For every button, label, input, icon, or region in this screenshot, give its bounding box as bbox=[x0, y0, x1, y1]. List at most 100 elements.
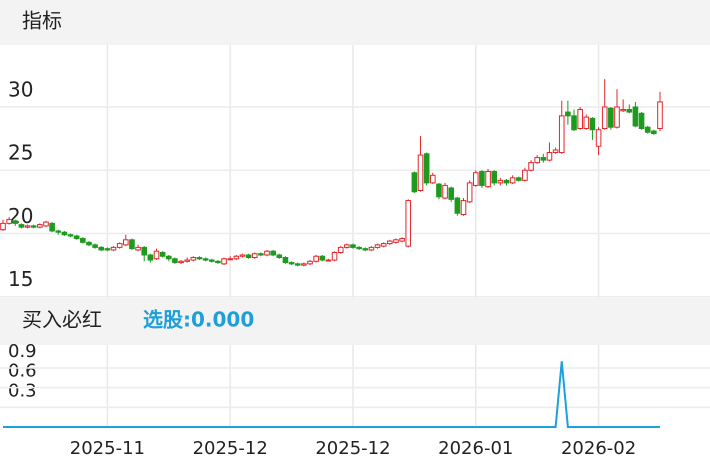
candle-body bbox=[301, 263, 307, 266]
candle-body bbox=[276, 254, 283, 259]
candle-body bbox=[221, 258, 227, 265]
candle-body bbox=[657, 101, 663, 129]
candle-body bbox=[141, 246, 148, 256]
y-tick-label: 0.3 bbox=[8, 380, 37, 401]
candle-body bbox=[522, 169, 528, 181]
candle-body bbox=[86, 241, 92, 246]
candle-body bbox=[251, 253, 258, 259]
header-bar bbox=[0, 0, 710, 45]
candle-body bbox=[479, 171, 485, 186]
candle-body bbox=[245, 254, 252, 259]
x-tick-label: 2025-12 bbox=[193, 438, 268, 459]
y-tick-label: 0.9 bbox=[8, 341, 37, 362]
candle-body bbox=[399, 238, 405, 242]
candle-body bbox=[215, 260, 221, 264]
candle-body bbox=[172, 258, 178, 264]
candle-body bbox=[565, 111, 571, 117]
candle-body bbox=[227, 258, 233, 261]
candle-body bbox=[552, 149, 559, 154]
candle-body bbox=[497, 179, 504, 184]
y-tick-label: 20 bbox=[8, 204, 33, 228]
candle-body bbox=[313, 255, 319, 262]
candle-body bbox=[129, 239, 135, 250]
candle-body bbox=[178, 260, 184, 264]
candle-body bbox=[528, 162, 534, 171]
candle-body bbox=[147, 254, 154, 261]
candle-body bbox=[344, 244, 350, 248]
candle-body bbox=[558, 115, 565, 154]
y-tick-label: 0.6 bbox=[8, 361, 37, 382]
candle-body bbox=[577, 109, 583, 129]
candle-body bbox=[448, 187, 455, 200]
candle-body bbox=[104, 248, 111, 251]
candle-body bbox=[546, 152, 553, 161]
candle-body bbox=[466, 182, 473, 203]
candle-body bbox=[258, 253, 264, 256]
candle-body bbox=[73, 235, 80, 240]
candle-body bbox=[67, 234, 74, 237]
candle-body bbox=[37, 224, 43, 228]
candle-body bbox=[331, 251, 338, 261]
candle-body bbox=[80, 238, 86, 243]
candle-body bbox=[608, 107, 614, 128]
candle-body bbox=[601, 106, 608, 129]
candle-body bbox=[472, 172, 479, 186]
line bbox=[3, 361, 660, 428]
candle-body bbox=[325, 259, 332, 262]
candle-body bbox=[61, 231, 68, 236]
candle-body bbox=[190, 257, 197, 261]
candle-body bbox=[165, 255, 172, 260]
candle-body bbox=[233, 255, 240, 260]
candle-body bbox=[380, 243, 387, 247]
candle-body bbox=[454, 197, 461, 214]
candle-body bbox=[294, 263, 301, 266]
candle-body bbox=[184, 259, 190, 262]
candle-body bbox=[356, 246, 362, 250]
candle-body bbox=[337, 246, 344, 253]
candle-body bbox=[491, 171, 497, 184]
candle-body bbox=[503, 179, 510, 184]
candle-body bbox=[571, 115, 577, 131]
candle-body bbox=[387, 240, 393, 245]
candle-body bbox=[362, 248, 369, 251]
candle-body bbox=[319, 255, 326, 261]
candle-body bbox=[202, 258, 209, 261]
candle-body bbox=[540, 157, 547, 161]
x-tick-label: 2026-01 bbox=[438, 438, 513, 459]
candle-body bbox=[239, 254, 246, 257]
candle-body bbox=[196, 257, 203, 260]
candle-body bbox=[423, 153, 430, 184]
candle-body bbox=[270, 250, 276, 256]
candle-body bbox=[282, 257, 289, 264]
candle-body bbox=[534, 157, 540, 164]
candle-body bbox=[55, 230, 62, 233]
candle-body bbox=[620, 109, 626, 112]
x-tick-label: 2025-12 bbox=[315, 438, 390, 459]
sub-header-bar bbox=[0, 298, 710, 345]
candle-body bbox=[49, 222, 55, 232]
candle-body bbox=[98, 246, 105, 251]
candle-body bbox=[411, 172, 418, 193]
candle-body bbox=[583, 116, 590, 129]
header-title: 指标 bbox=[22, 9, 62, 33]
candle-body bbox=[638, 112, 645, 129]
candle-body bbox=[368, 246, 375, 251]
candle-body bbox=[288, 262, 295, 265]
x-tick-label: 2025-11 bbox=[70, 438, 145, 459]
candle-body bbox=[0, 222, 6, 231]
candle-body bbox=[374, 244, 381, 248]
candle-body bbox=[18, 224, 25, 228]
indicator-value: 选股:0.000 bbox=[143, 308, 254, 332]
candle-body bbox=[436, 183, 442, 198]
candle-body bbox=[515, 177, 522, 181]
candle-body bbox=[614, 106, 620, 128]
candle-body bbox=[632, 106, 639, 127]
candle-body bbox=[264, 250, 270, 256]
candle-body bbox=[509, 177, 516, 184]
candle-body bbox=[485, 171, 491, 188]
candle-body bbox=[460, 200, 467, 216]
candle-body bbox=[417, 154, 424, 191]
candle-body bbox=[135, 246, 141, 251]
